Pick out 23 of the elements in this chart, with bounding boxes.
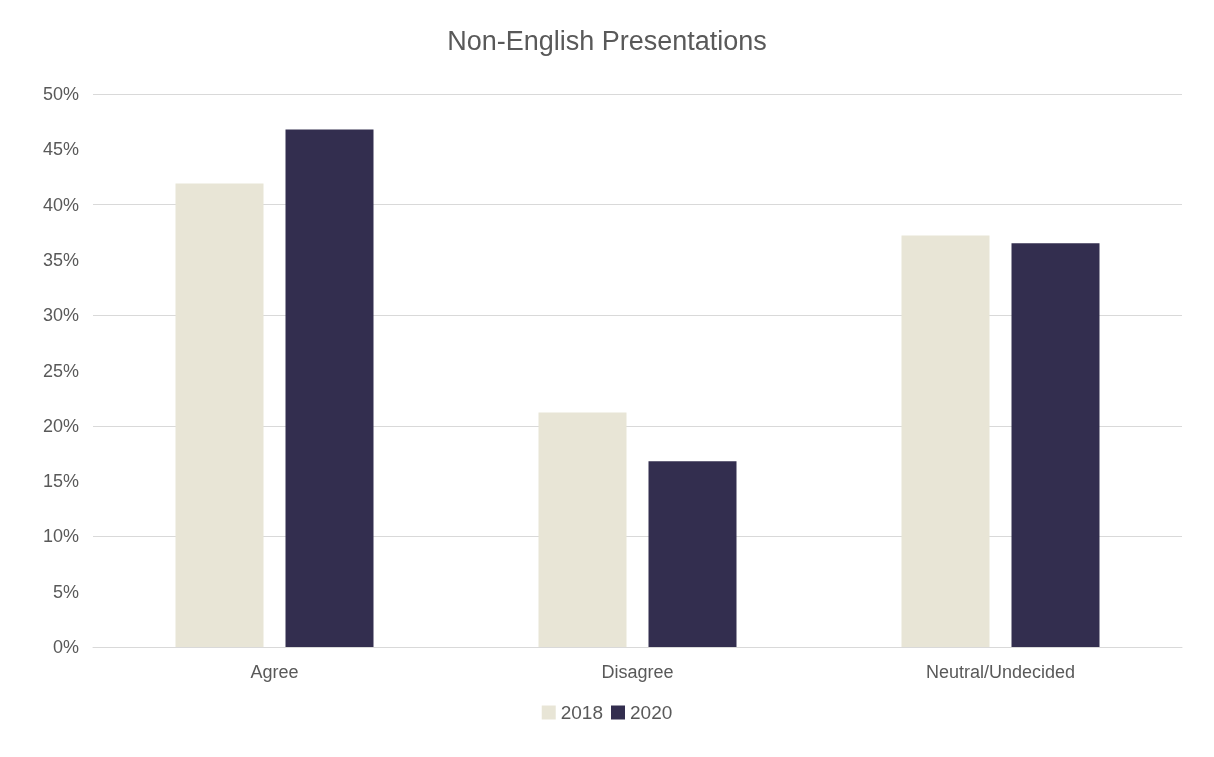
x-tick-label: Neutral/Undecided	[925, 662, 1076, 682]
legend-label: 2018	[560, 702, 604, 723]
y-tick-label: 30%	[42, 305, 79, 326]
x-tick-label: Disagree	[601, 662, 674, 682]
bar	[901, 235, 990, 647]
bar	[175, 183, 264, 647]
y-tick-label: 25%	[42, 360, 79, 381]
chart-title: Non-English Presentations	[447, 25, 767, 56]
y-tick-label: 40%	[42, 194, 79, 215]
y-tick-label: 10%	[42, 526, 79, 547]
bar	[648, 461, 737, 647]
bar	[285, 129, 374, 647]
y-tick-label: 0%	[52, 637, 79, 657]
y-tick-label: 35%	[42, 249, 79, 270]
x-tick-label: Agree	[250, 662, 299, 682]
y-tick-label: 45%	[42, 139, 79, 160]
bar	[538, 412, 627, 647]
y-tick-label: 20%	[42, 415, 79, 436]
bar	[1011, 243, 1100, 647]
y-tick-label: 5%	[52, 581, 79, 602]
y-tick-label: 50%	[42, 84, 79, 104]
y-tick-label: 15%	[42, 471, 79, 492]
legend-label: 2020	[630, 702, 673, 723]
